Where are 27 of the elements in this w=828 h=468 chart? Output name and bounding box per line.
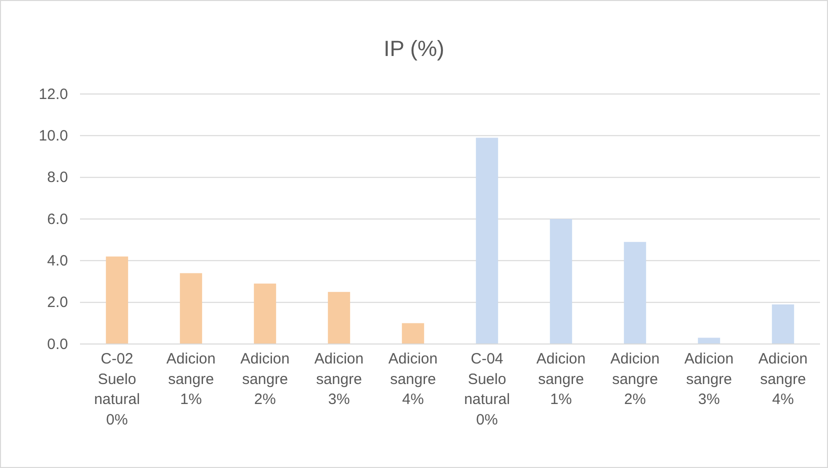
y-tick-label: 4.0 [47, 252, 68, 270]
y-tick-label: 6.0 [47, 210, 68, 228]
x-tick-label: C-04 Suelo natural 0% [464, 350, 510, 428]
bar [328, 292, 350, 344]
x-tick-label: C-02 Suelo natural 0% [94, 350, 140, 428]
bar [624, 242, 646, 344]
x-tick-label: Adicion sangre 2% [610, 350, 660, 408]
bar [772, 304, 794, 344]
bar [476, 138, 498, 344]
bar [106, 256, 128, 344]
bar [180, 273, 202, 344]
y-tick-label: 0.0 [47, 336, 68, 353]
x-tick-label: Adicion sangre 2% [240, 350, 290, 408]
y-tick-label: 12.0 [38, 86, 68, 103]
x-tick-label: Adicion sangre 4% [388, 350, 438, 408]
x-tick-label: Adicion sangre 1% [536, 350, 586, 408]
x-tick-label: Adicion sangre 3% [314, 350, 364, 408]
chart-title: IP (%) [384, 36, 444, 61]
x-tick-label: Adicion sangre 3% [684, 350, 734, 408]
x-tick-label: Adicion sangre 1% [166, 350, 216, 408]
bar [402, 323, 424, 344]
y-tick-label: 8.0 [47, 169, 68, 186]
x-tick-label: Adicion sangre 4% [758, 350, 808, 408]
y-tick-label: 2.0 [47, 294, 68, 312]
bar [550, 219, 572, 344]
y-tick-label: 10.0 [38, 127, 68, 144]
bar [254, 284, 276, 344]
